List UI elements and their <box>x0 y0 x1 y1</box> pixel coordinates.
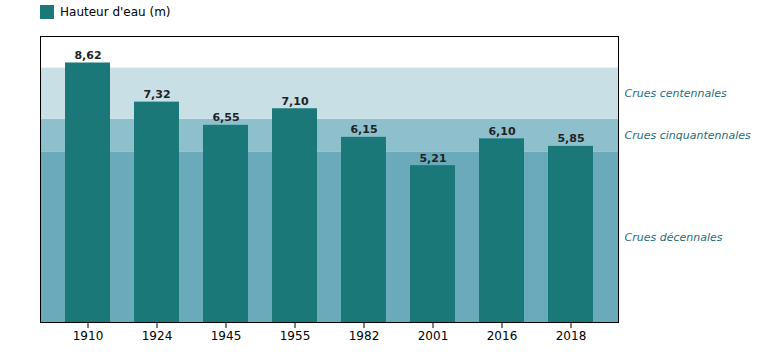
svg-text:1955: 1955 <box>280 329 311 343</box>
svg-text:2018: 2018 <box>556 329 587 343</box>
html-text:Hauteur d'eau (m): Hauteur d'eau (m) <box>60 5 171 19</box>
svg-text:5,85: 5,85 <box>557 132 584 145</box>
svg-text:1945: 1945 <box>211 329 242 343</box>
svg-text:2001: 2001 <box>418 329 449 343</box>
svg-text:1910: 1910 <box>73 329 104 343</box>
svg-text:5,21: 5,21 <box>419 152 446 165</box>
svg-text:7,10: 7,10 <box>281 95 308 108</box>
svg-text:8,62: 8,62 <box>74 49 101 62</box>
svg-text:6,15: 6,15 <box>350 123 377 136</box>
svg-text:2016: 2016 <box>487 329 518 343</box>
svg-text:1982: 1982 <box>349 329 380 343</box>
svg-text:Crues centennales: Crues centennales <box>625 87 728 100</box>
svg-text:6,10: 6,10 <box>488 125 515 138</box>
svg-text:Crues décennales: Crues décennales <box>625 231 723 244</box>
svg-text:Crues cinquantennales: Crues cinquantennales <box>625 129 752 142</box>
svg-text:1924: 1924 <box>142 329 173 343</box>
svg-text:6,55: 6,55 <box>212 111 239 124</box>
svg-text:7,32: 7,32 <box>143 88 170 101</box>
